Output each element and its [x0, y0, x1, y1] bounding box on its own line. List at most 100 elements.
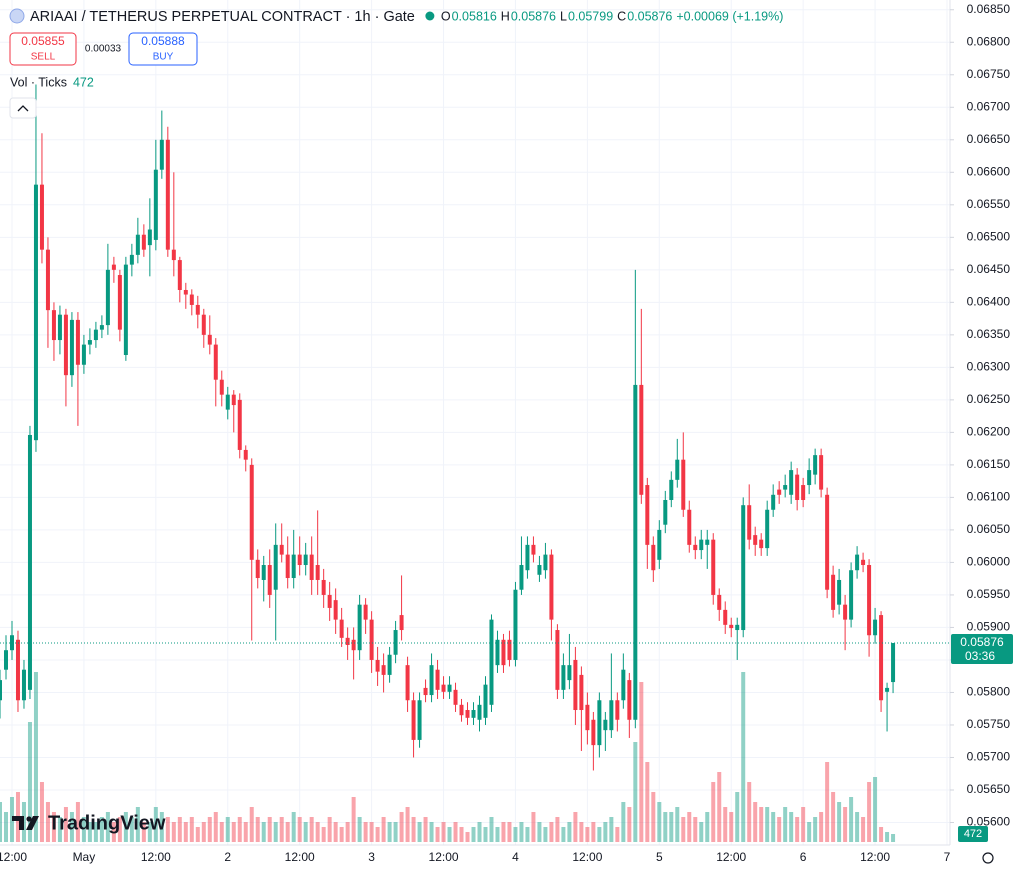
candle-body: [153, 169, 158, 240]
volume-bar: [249, 807, 254, 842]
logo-dot: [26, 816, 32, 822]
volume-bar: [537, 822, 542, 842]
y-tick-label: 0.05650: [967, 782, 1011, 796]
volume-bar: [651, 792, 656, 842]
candle-body: [339, 619, 344, 638]
candle-body: [567, 665, 572, 681]
status-dot: [425, 11, 435, 21]
candle-body: [717, 594, 722, 610]
volume-bar: [885, 832, 890, 842]
y-tick-label: 0.06350: [967, 327, 1011, 341]
volume-bar: [387, 822, 392, 842]
volume-bar: [585, 827, 590, 842]
volume-bar: [483, 827, 488, 842]
volume-bar: [417, 822, 422, 842]
x-tick-label: 3: [368, 850, 375, 864]
candle-body: [777, 489, 782, 495]
x-tick-label: 12:00: [716, 850, 746, 864]
candle-body: [573, 659, 578, 711]
candle-body: [219, 379, 224, 395]
y-tick-label: 0.05750: [967, 717, 1011, 731]
buy-label: BUY: [153, 52, 174, 63]
candle-body: [351, 639, 356, 651]
volume-bar: [351, 797, 356, 842]
volume-bar: [843, 807, 848, 842]
candle-body: [93, 329, 98, 341]
volume-bar: [591, 822, 596, 842]
watermark-logo: [12, 816, 39, 830]
candle-body: [609, 700, 614, 731]
candle-body: [111, 264, 116, 270]
volume-bar: [399, 812, 404, 842]
volume-bar: [411, 817, 416, 842]
volume-bar: [627, 807, 632, 842]
candle-body: [129, 254, 134, 265]
y-tick-label: 0.06800: [967, 34, 1011, 48]
volume-bar: [729, 812, 734, 842]
volume-bar: [777, 817, 782, 842]
y-tick-label: 0.06850: [967, 2, 1011, 16]
collapse-button[interactable]: [9, 97, 37, 119]
sell-button[interactable]: [9, 32, 77, 66]
candle-body: [855, 554, 860, 571]
candle-body: [33, 184, 38, 441]
candle-body: [747, 505, 752, 540]
x-tick-label: 12:00: [285, 850, 315, 864]
candle-body: [45, 249, 50, 311]
volume-bar: [477, 822, 482, 842]
volume-bar: [141, 822, 146, 842]
candle-body: [765, 509, 770, 549]
candle-body: [51, 310, 56, 341]
candle-body: [261, 565, 266, 580]
volume-bar: [747, 782, 752, 842]
x-tick-label: 2: [224, 850, 231, 864]
volume-bar: [831, 792, 836, 842]
candle-body: [789, 470, 794, 495]
volume-bar: [825, 762, 830, 842]
candle-body: [285, 554, 290, 579]
volume-bar: [3, 812, 8, 842]
volume-bar: [753, 802, 758, 842]
candle-body: [591, 719, 596, 746]
candle-body: [171, 249, 176, 261]
volume-bar: [375, 827, 380, 842]
ohlc-label: O: [441, 9, 451, 23]
settings-icon[interactable]: [982, 852, 994, 864]
buy-button[interactable]: [128, 32, 198, 66]
candle-body: [411, 700, 416, 740]
candle-body: [741, 505, 746, 631]
candles: [0, 84, 896, 771]
volume-bar: [207, 817, 212, 842]
candle-body: [0, 680, 2, 701]
candle-body: [687, 509, 692, 545]
y-tick-label: 0.06650: [967, 132, 1011, 146]
y-tick-label: 0.06200: [967, 425, 1011, 439]
volume-last: 472: [73, 75, 94, 89]
x-tick-label: 12:00: [141, 850, 171, 864]
candle-body: [801, 485, 806, 500]
volume-bar: [69, 812, 74, 842]
candle-body: [423, 687, 428, 696]
volume-bar: [543, 827, 548, 842]
candle-body: [165, 139, 170, 250]
volume-bar: [51, 812, 56, 842]
volume-bar: [525, 827, 530, 842]
candle-body: [471, 710, 476, 718]
volume-bar: [705, 812, 710, 842]
candle-body: [657, 529, 662, 560]
volume-bar: [363, 822, 368, 842]
ohlc-value: 0.05799: [568, 9, 613, 23]
volume-bar: [123, 812, 128, 842]
logo-shape: [12, 816, 24, 830]
candle-body: [105, 269, 110, 326]
candle-body: [873, 619, 878, 636]
volume-bar: [303, 822, 308, 842]
candle-body: [27, 434, 32, 690]
candle-body: [393, 630, 398, 655]
volume-bar: [519, 822, 524, 842]
volume-bar: [243, 822, 248, 842]
candle-body: [861, 559, 866, 566]
volume-bar: [267, 817, 272, 842]
candle-body: [669, 479, 674, 500]
